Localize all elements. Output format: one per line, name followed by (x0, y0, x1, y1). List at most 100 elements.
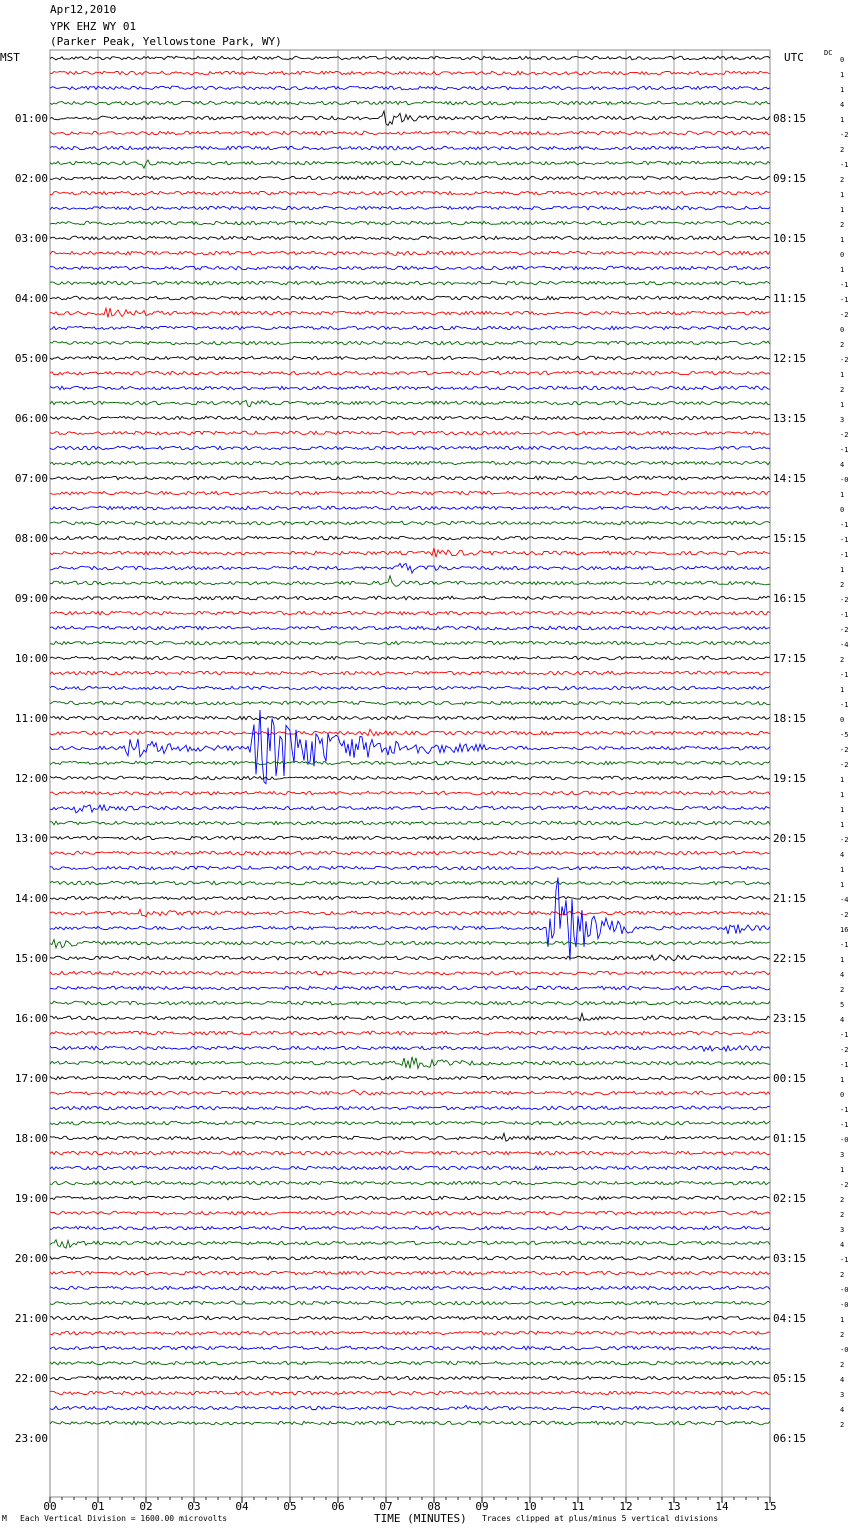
trace-line (49, 235, 771, 241)
dc-offset-label: 16 (840, 926, 848, 934)
dc-offset-label: -2 (840, 911, 848, 919)
dc-offset-label: -0 (840, 1286, 848, 1294)
dc-offset-label: 0 (840, 251, 844, 259)
x-tick-label: 01 (91, 1500, 104, 1513)
trace-line (49, 1075, 771, 1081)
left-hour-label: 11:00 (15, 712, 48, 725)
left-hour-label: 15:00 (15, 952, 48, 965)
dc-offset-label: -2 (840, 431, 848, 439)
dc-offset-label: 4 (840, 971, 844, 979)
dc-offset-label: -1 (840, 611, 848, 619)
right-hour-label: 03:15 (773, 1252, 806, 1265)
trace-line (49, 190, 771, 196)
dc-offset-label: -1 (840, 281, 848, 289)
dc-offset-label: -1 (840, 1061, 848, 1069)
dc-offset-label: 0 (840, 1091, 844, 1099)
dc-offset-label: 1 (840, 566, 844, 574)
dc-offset-label: 4 (840, 101, 844, 109)
right-hour-label: 04:15 (773, 1312, 806, 1325)
trace-line (49, 325, 771, 331)
trace-line (49, 1180, 771, 1186)
dc-offset-label: 3 (840, 1151, 844, 1159)
dc-offset-label: -1 (840, 551, 848, 559)
trace-line (49, 159, 771, 170)
trace-line (49, 1120, 771, 1126)
right-hour-label: 18:15 (773, 712, 806, 725)
x-tick-label: 00 (43, 1500, 56, 1513)
dc-offset-label: 1 (840, 116, 844, 124)
dc-offset-label: 0 (840, 326, 844, 334)
trace-line (49, 220, 771, 226)
trace-line (49, 709, 771, 785)
right-hour-label: 00:15 (773, 1072, 806, 1085)
dc-offset-label: -1 (840, 1256, 848, 1264)
dc-offset-label: 2 (840, 1421, 844, 1429)
trace-line (49, 547, 771, 558)
dc-offset-label: 1 (840, 191, 844, 199)
x-tick-label: 02 (139, 1500, 152, 1513)
trace-line (49, 55, 771, 61)
left-hour-label: 12:00 (15, 772, 48, 785)
dc-offset-label: 1 (840, 86, 844, 94)
header-station: YPK EHZ WY 01 (50, 20, 137, 33)
right-hour-label: 05:15 (773, 1372, 806, 1385)
trace-line (49, 775, 771, 781)
trace-line (49, 1089, 771, 1096)
right-hour-label: 10:15 (773, 232, 806, 245)
dc-offset-label: -2 (840, 311, 848, 319)
dc-offset-label: 3 (840, 416, 844, 424)
dc-offset-label: -1 (840, 161, 848, 169)
dc-offset-label: -2 (840, 596, 848, 604)
left-hour-label: 08:00 (15, 532, 48, 545)
trace-line (49, 1330, 771, 1336)
dc-offset-label: 0 (840, 506, 844, 514)
dc-offset-label: -2 (840, 1046, 848, 1054)
trace-line (49, 1044, 771, 1053)
trace-line (49, 1225, 771, 1231)
left-hour-label: 06:00 (15, 412, 48, 425)
trace-line (49, 205, 771, 211)
dc-offset-label: -1 (840, 296, 848, 304)
trace-line (49, 1255, 771, 1261)
trace-line (50, 820, 771, 826)
trace-line (49, 1000, 771, 1006)
trace-line (49, 1270, 771, 1276)
dc-offset-label: -0 (840, 476, 848, 484)
dc-offset-label: 2 (840, 581, 844, 589)
right-hour-label: 06:15 (773, 1432, 806, 1445)
dc-offset-label: 1 (840, 236, 844, 244)
left-hour-label: 13:00 (15, 832, 48, 845)
trace-line (50, 1011, 771, 1022)
trace-line (49, 535, 771, 541)
dc-offset-label: -1 (840, 1106, 848, 1114)
trace-line (49, 100, 771, 106)
dc-offset-label: 2 (840, 1271, 844, 1279)
dc-offset-label: 3 (840, 1226, 844, 1234)
dc-offset-label: 2 (840, 386, 844, 394)
right-hour-label: 15:15 (773, 532, 806, 545)
left-hour-label: 19:00 (15, 1192, 48, 1205)
trace-line (49, 1404, 771, 1411)
right-hour-label: 17:15 (773, 652, 806, 665)
mst-axis-label: MST (0, 51, 20, 64)
trace-line (49, 595, 771, 601)
left-hour-label: 21:00 (15, 1312, 48, 1325)
x-tick-label: 03 (187, 1500, 200, 1513)
dc-offset-label: 1 (840, 1316, 844, 1324)
x-tick-label: 04 (235, 1500, 249, 1513)
dc-column-label: DC (824, 49, 833, 57)
right-hour-label: 13:15 (773, 412, 806, 425)
x-axis-label: TIME (MINUTES) (374, 1512, 467, 1525)
trace-line (49, 250, 771, 256)
trace-line (49, 1131, 771, 1142)
x-tick-label: 15 (763, 1500, 776, 1513)
trace-line (49, 1360, 771, 1366)
dc-offset-label: 0 (840, 716, 844, 724)
dc-offset-label: 4 (840, 1376, 844, 1384)
x-tick-label: 08 (427, 1500, 440, 1513)
trace-line (49, 445, 771, 451)
dc-offset-label: 1 (840, 806, 844, 814)
trace-line (49, 835, 771, 841)
right-hour-label: 08:15 (773, 112, 806, 125)
trace-line (49, 1150, 771, 1156)
